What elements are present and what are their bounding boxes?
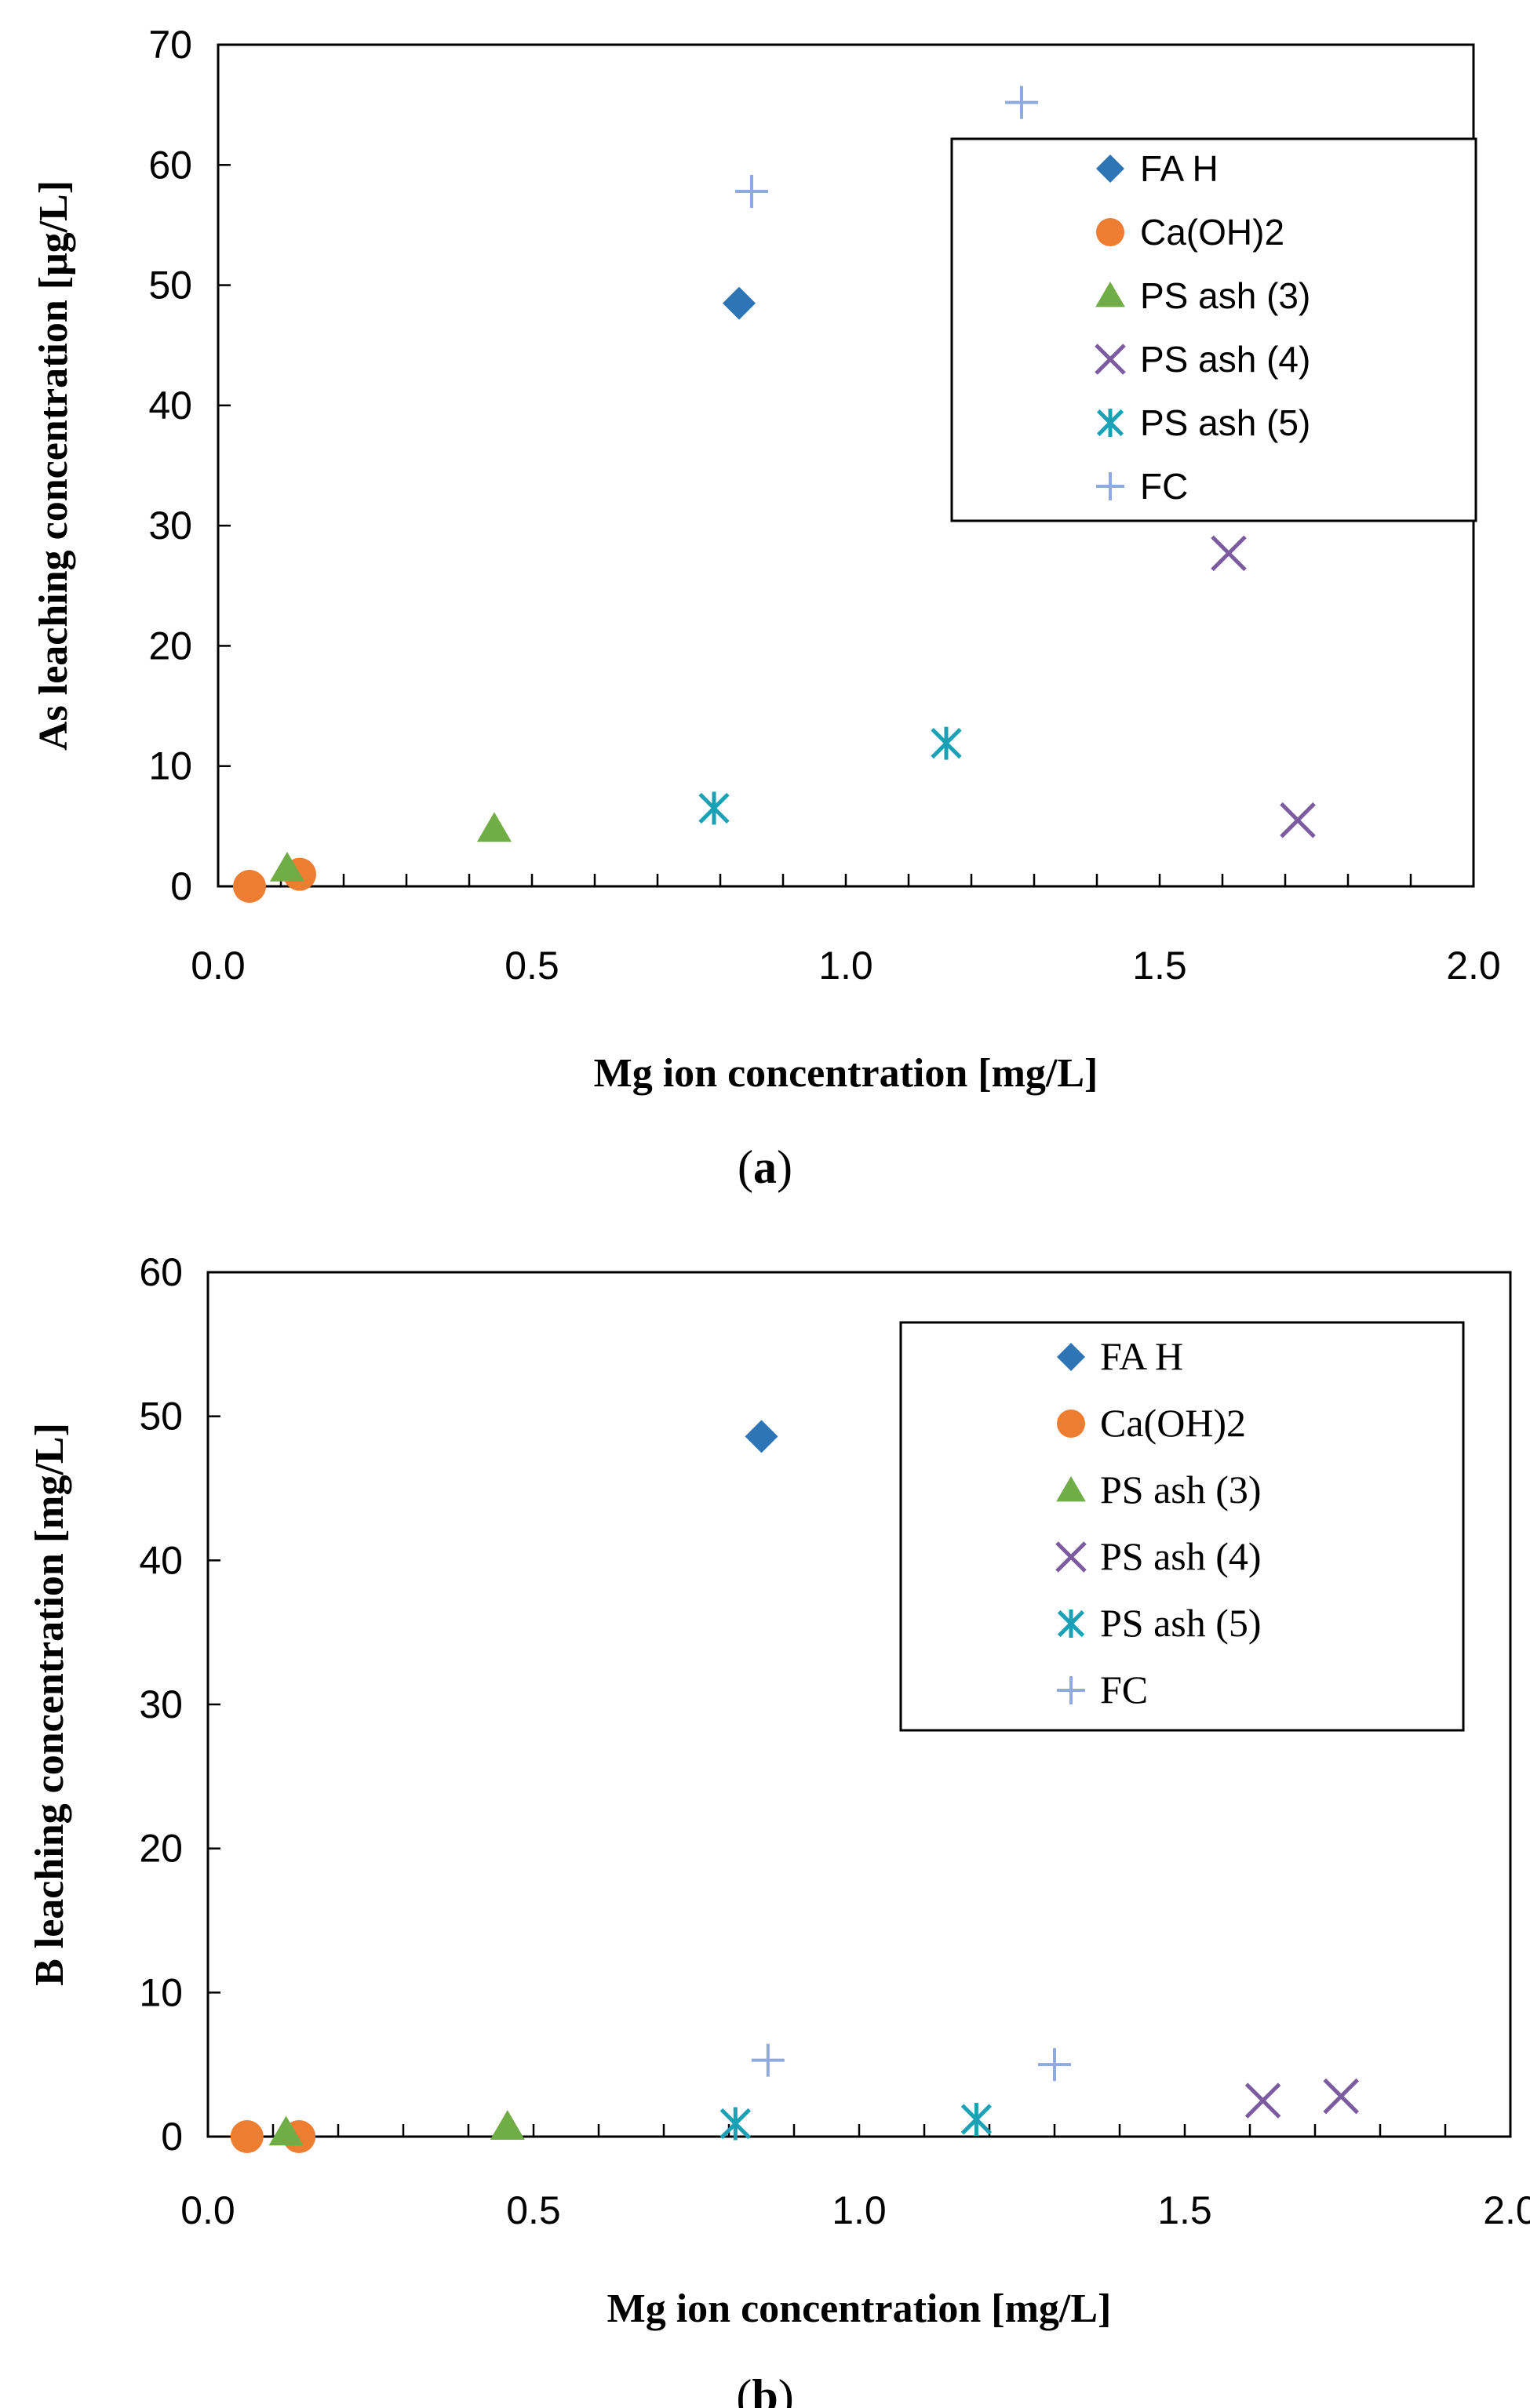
legend-marker-fa-h [1057,1343,1085,1371]
data-point-ps-ash-3 [476,812,512,842]
legend-box [899,1321,1465,1732]
legend-label-fa-h: FA H [1100,1334,1183,1378]
panel-label: (a) [738,1141,792,1193]
y-tick-label: 40 [139,1538,183,1582]
data-point-ps-ash-5 [719,2107,751,2141]
y-tick-label: 50 [139,1395,183,1439]
legend-label-fc: FC [1100,1668,1148,1711]
legend-marker-ps-ash-4 [1055,1541,1087,1573]
x-tick-label: 1.0 [832,2188,887,2232]
x-tick-label: 2.0 [1483,2188,1530,2232]
legend-marker-ps-ash-4 [1095,344,1126,375]
data-point-ps-ash-5 [931,726,962,760]
data-point-ps-ash-5 [960,2102,993,2136]
legend-marker-fc [1096,472,1124,500]
legend-marker-ps-ash-5 [1057,1610,1085,1638]
legend-label-ps-ash-4: PS ash (4) [1100,1534,1262,1578]
legend-marker-ps-ash-3 [1095,282,1125,307]
legend: FA H Ca(OH)2 PS ash (3) PS ash (4) PS ash (5… [950,137,1477,522]
data-point-ps-ash-4 [1211,535,1247,572]
chart-panel-a: 0.0 0.5 1.0 1.5 2.0 0 10 20 30 40 50 60 70 Mg ion con… [31,23,1501,1193]
y-tick-label: 10 [139,1970,183,2014]
y-axis-title: As leaching concentration [μg/L] [31,180,76,751]
data-point-ps-ash-3 [269,852,305,882]
legend-marker-ps-ash-5 [1096,409,1124,437]
y-tick-label: 10 [148,744,192,788]
x-axis-title: Mg ion concentration [mg/L] [594,1051,1098,1096]
legend-marker-fc [1057,1676,1085,1704]
legend-label-ca-oh-2: Ca(OH)2 [1140,212,1284,253]
y-tick-label: 20 [139,1827,183,1871]
y-tick-label: 60 [139,1250,183,1294]
y-axis-title: B leaching concentration [mg/L] [27,1423,72,1986]
legend-label-ps-ash-5: PS ash (5) [1100,1601,1262,1645]
x-tick-label: 0.5 [505,944,559,988]
data-point-fa-h [745,1420,778,1453]
legend-label-ca-oh-2: Ca(OH)2 [1100,1401,1246,1445]
y-tick-label: 40 [148,384,192,427]
x-tick-label: 0.0 [191,944,246,988]
data-point-ps-ash-4 [1323,2078,1359,2115]
legend-box [950,137,1477,522]
data-point-ps-ash-3 [490,2110,525,2140]
legend-label-fa-h: FA H [1140,148,1219,189]
legend-marker-ca-oh-2 [1096,218,1124,246]
data-point-ps-ash-4 [1244,2082,1281,2119]
x-tick-label: 0.5 [506,2188,561,2232]
data-point-fc [1005,85,1038,119]
y-tick-label: 50 [148,264,192,307]
data-point-ps-ash-5 [698,791,730,825]
x-tick-label: 1.5 [1157,2188,1212,2232]
data-point-ps-ash-3 [268,2115,304,2146]
legend-label-ps-ash-3: PS ash (3) [1100,1468,1262,1511]
x-axis-title: Mg ion concentration [mg/L] [607,2286,1112,2331]
y-tick-label: 30 [139,1682,183,1726]
legend-label-ps-ash-3: PS ash (3) [1140,275,1310,316]
y-tick-label: 30 [148,504,192,547]
x-tick-label: 1.0 [818,944,873,988]
data-point-fc [751,2043,785,2077]
data-point-ca-oh-2 [230,2120,264,2153]
legend-marker-ca-oh-2 [1057,1410,1085,1438]
x-tick-label: 2.0 [1446,944,1501,988]
data-point-fa-h [723,286,756,320]
chart-panel-b: 0.0 0.5 1.0 1.5 2.0 0 10 20 30 40 50 60 Mg ion conce… [27,1250,1530,2408]
data-point-ca-oh-2 [233,870,266,903]
legend-marker-ps-ash-3 [1056,1476,1086,1502]
y-tick-label: 70 [148,23,192,67]
panel-label: (b) [736,2370,793,2408]
data-point-fc [735,175,768,209]
legend-marker-fa-h [1096,155,1124,183]
x-tick-label: 0.0 [180,2188,235,2232]
data-point-fc [1038,2048,1071,2082]
y-tick-label: 60 [148,143,192,187]
legend: FA H Ca(OH)2 PS ash (3) PS ash (4) PS ash (5… [899,1321,1465,1732]
y-tick-label: 20 [148,624,192,667]
data-point-ps-ash-4 [1280,802,1316,838]
legend-label-ps-ash-4: PS ash (4) [1140,339,1310,380]
x-tick-label: 1.5 [1132,944,1187,988]
y-tick-label: 0 [161,2115,183,2159]
y-tick-label: 0 [170,864,192,908]
legend-label-fc: FC [1140,466,1188,507]
legend-label-ps-ash-5: PS ash (5) [1140,402,1310,443]
